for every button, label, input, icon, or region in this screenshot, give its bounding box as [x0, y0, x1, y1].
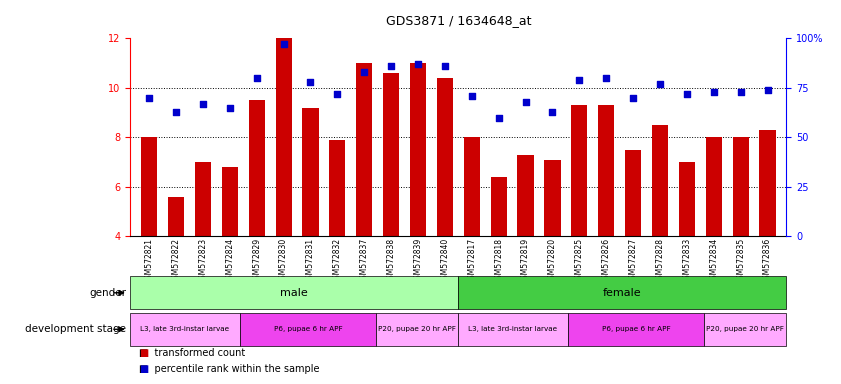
- Point: [250, 75, 263, 81]
- Bar: [544, 159, 560, 236]
- Point: [384, 63, 398, 69]
- Bar: [517, 155, 534, 236]
- Point: [277, 41, 290, 47]
- Point: [600, 75, 613, 81]
- Bar: [571, 105, 587, 236]
- Point: [734, 89, 748, 95]
- Point: [304, 79, 317, 85]
- Point: [761, 87, 775, 93]
- Point: [142, 94, 156, 101]
- Text: P6, pupae 6 hr APF: P6, pupae 6 hr APF: [601, 326, 670, 332]
- Point: [411, 61, 425, 67]
- Point: [680, 91, 694, 97]
- Text: L3, late 3rd-instar larvae: L3, late 3rd-instar larvae: [468, 326, 558, 332]
- Text: development stage: development stage: [25, 324, 126, 334]
- Bar: [679, 162, 695, 236]
- Bar: [383, 73, 399, 236]
- Point: [223, 104, 236, 111]
- Bar: [330, 140, 346, 236]
- Point: [492, 114, 505, 121]
- Point: [627, 94, 640, 101]
- Text: male: male: [281, 288, 308, 298]
- Bar: [276, 38, 292, 236]
- Bar: [625, 150, 641, 236]
- Point: [465, 93, 479, 99]
- Bar: [598, 105, 614, 236]
- Text: P6, pupae 6 hr APF: P6, pupae 6 hr APF: [273, 326, 342, 332]
- Bar: [410, 63, 426, 236]
- Bar: [490, 177, 507, 236]
- Point: [196, 101, 209, 107]
- Point: [331, 91, 344, 97]
- Bar: [704, 313, 786, 346]
- Bar: [357, 63, 373, 236]
- Bar: [130, 276, 458, 309]
- Text: L3, late 3rd-instar larvae: L3, late 3rd-instar larvae: [140, 326, 230, 332]
- Bar: [458, 276, 786, 309]
- Text: P20, pupae 20 hr APF: P20, pupae 20 hr APF: [378, 326, 457, 332]
- Bar: [303, 108, 319, 236]
- Text: GDS3871 / 1634648_at: GDS3871 / 1634648_at: [385, 14, 532, 27]
- Bar: [222, 167, 238, 236]
- Bar: [141, 137, 157, 236]
- Bar: [568, 313, 704, 346]
- Bar: [195, 162, 211, 236]
- Bar: [249, 100, 265, 236]
- Bar: [652, 125, 668, 236]
- Bar: [458, 313, 568, 346]
- Point: [546, 109, 559, 115]
- Bar: [436, 78, 453, 236]
- Text: ■: ■: [139, 364, 148, 374]
- Point: [357, 69, 371, 75]
- Bar: [240, 313, 376, 346]
- Bar: [376, 313, 458, 346]
- Point: [573, 77, 586, 83]
- Point: [707, 89, 721, 95]
- Text: P20, pupae 20 hr APF: P20, pupae 20 hr APF: [706, 326, 785, 332]
- Text: gender: gender: [89, 288, 126, 298]
- Point: [519, 99, 532, 105]
- Point: [653, 81, 667, 87]
- Bar: [733, 137, 748, 236]
- Bar: [463, 137, 480, 236]
- Point: [438, 63, 452, 69]
- Point: [169, 109, 182, 115]
- Text: female: female: [603, 288, 642, 298]
- Bar: [706, 137, 722, 236]
- Text: ■  transformed count: ■ transformed count: [139, 348, 245, 358]
- Text: ■: ■: [139, 348, 148, 358]
- Text: ■  percentile rank within the sample: ■ percentile rank within the sample: [139, 364, 320, 374]
- Bar: [759, 130, 775, 236]
- Bar: [130, 313, 240, 346]
- Bar: [168, 197, 184, 236]
